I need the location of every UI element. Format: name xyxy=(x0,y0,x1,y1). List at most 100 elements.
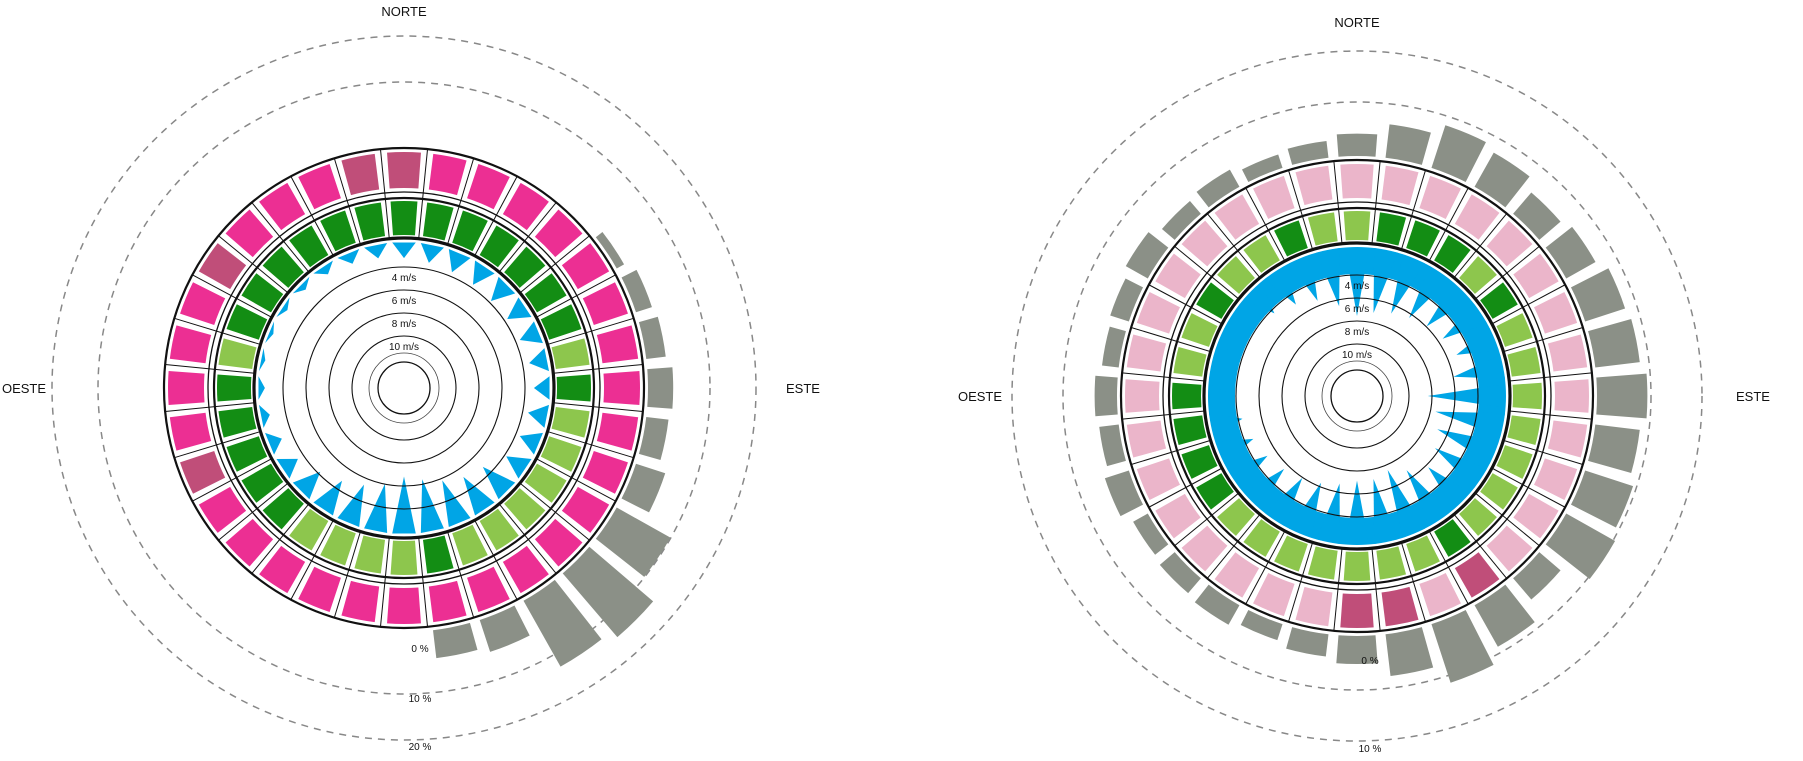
green-ring-segment xyxy=(1343,551,1371,581)
pink-ring-segment xyxy=(428,153,467,196)
speed-ray xyxy=(364,483,388,534)
gray-frequency-bar xyxy=(1094,375,1118,417)
gray-frequency-bar xyxy=(1385,627,1434,677)
pink-ring-segment xyxy=(1454,194,1500,240)
direction-spoke xyxy=(553,363,643,374)
gray-frequency-bar xyxy=(1196,169,1240,208)
green-ring-segment xyxy=(1507,415,1541,446)
speed-circle xyxy=(305,289,503,487)
green-ring-segment xyxy=(1512,382,1543,410)
pink-ring-segment xyxy=(467,164,510,210)
pink-ring-segment xyxy=(1419,573,1461,617)
gray-frequency-bar xyxy=(647,367,674,409)
green-ring-segment xyxy=(556,374,591,402)
gray-frequency-bar xyxy=(1110,278,1144,322)
speed-label: 10 m/s xyxy=(389,342,419,353)
direction-spoke xyxy=(333,531,361,618)
percent-ring-inner xyxy=(97,81,711,695)
gray-frequency-bar xyxy=(1570,470,1634,528)
speed-ray xyxy=(519,432,543,455)
pink-ring-segment xyxy=(169,325,212,364)
gray-frequency-bar xyxy=(1596,373,1648,419)
speed-ray xyxy=(1264,477,1303,527)
direction-spoke xyxy=(498,202,557,273)
compass-east-label: ESTE xyxy=(1736,389,1770,404)
wind-rose-right: 4 m/s 6 m/s 8 m/s 10 m/s NORTE ESTE OESTE 0 % 10… xyxy=(958,15,1770,755)
speed-label: 4 m/s xyxy=(392,273,416,284)
direction-spoke xyxy=(218,482,289,541)
speed-label: 6 m/s xyxy=(1345,304,1369,315)
center-core xyxy=(1330,369,1384,423)
speed-ray xyxy=(1434,448,1488,489)
center-ring xyxy=(368,352,440,424)
green-ring-segment xyxy=(551,406,590,438)
speed-ray xyxy=(364,242,388,259)
green-ring-segment xyxy=(1376,546,1407,580)
green-ring-segment xyxy=(226,304,268,340)
green-ring-segment xyxy=(241,463,284,503)
green-ring-segment xyxy=(1496,445,1533,479)
green-ring-segment xyxy=(1480,473,1518,510)
direction-spoke xyxy=(536,458,616,502)
pink-ring-segment xyxy=(582,282,628,325)
speed-ray xyxy=(337,249,360,264)
speed-ray xyxy=(392,476,416,534)
percent-ring-outer xyxy=(1011,50,1703,742)
green-ring-segment xyxy=(1196,473,1234,510)
speed-circle xyxy=(1258,297,1456,495)
speed-ray xyxy=(1208,355,1236,379)
speed-ray xyxy=(1406,470,1450,527)
gray-frequency-bar xyxy=(1161,200,1201,240)
pink-ring-segment xyxy=(341,580,380,623)
gray-frequency-bar xyxy=(1570,268,1626,322)
pink-ring-segment xyxy=(1454,552,1500,598)
pink-ring-segment xyxy=(1136,458,1180,500)
green-ring-segment xyxy=(1459,498,1497,536)
percent-label: 10 % xyxy=(1359,744,1382,755)
direction-spoke xyxy=(519,235,590,294)
green-ring-segment xyxy=(1173,415,1207,446)
speed-ray xyxy=(442,480,471,527)
direction-spoke xyxy=(474,176,518,256)
speed-ray xyxy=(258,348,266,372)
speed-circle xyxy=(282,266,526,510)
direction-spoke xyxy=(474,520,518,600)
speed-ray xyxy=(258,404,270,428)
speed-ray xyxy=(258,376,265,400)
green-ring-segment xyxy=(1434,235,1471,273)
speed-ray xyxy=(1243,282,1275,314)
speed-label: 10 m/s xyxy=(1342,350,1372,361)
green-ring-segment xyxy=(218,406,257,438)
direction-spoke xyxy=(519,482,590,541)
pink-ring-segment xyxy=(1126,420,1167,458)
green-ring-segment xyxy=(354,202,386,241)
direction-spoke xyxy=(333,158,361,245)
speed-ray xyxy=(420,242,444,263)
green-ring-segment xyxy=(262,246,304,288)
pink-ring-segment xyxy=(502,182,549,231)
green-ring-segment xyxy=(1196,282,1234,319)
speed-ray xyxy=(507,297,532,320)
pink-ring-segment xyxy=(534,209,583,258)
speed-ray xyxy=(482,466,516,500)
green-ring-segment xyxy=(1434,519,1471,557)
pink-ring-segment xyxy=(1381,586,1419,627)
ring-border xyxy=(162,146,646,630)
pink-ring-segment xyxy=(198,486,247,533)
green-ring-segment xyxy=(320,524,356,566)
speed-circle xyxy=(328,312,480,464)
pink-ring-segment xyxy=(1155,253,1201,299)
gray-frequency-bar xyxy=(1133,513,1169,555)
ring-border xyxy=(1162,201,1552,591)
green-ring-segment xyxy=(452,210,488,252)
green-ring-segment xyxy=(479,225,519,268)
gray-frequency-bar xyxy=(1159,552,1201,594)
speed-ray xyxy=(1289,254,1318,301)
pink-ring-segment xyxy=(167,371,205,405)
gray-frequency-bar xyxy=(638,416,669,460)
gray-frequency-bar xyxy=(1336,635,1378,664)
speed-ray xyxy=(529,348,550,372)
pink-ring-segment xyxy=(1253,175,1295,219)
